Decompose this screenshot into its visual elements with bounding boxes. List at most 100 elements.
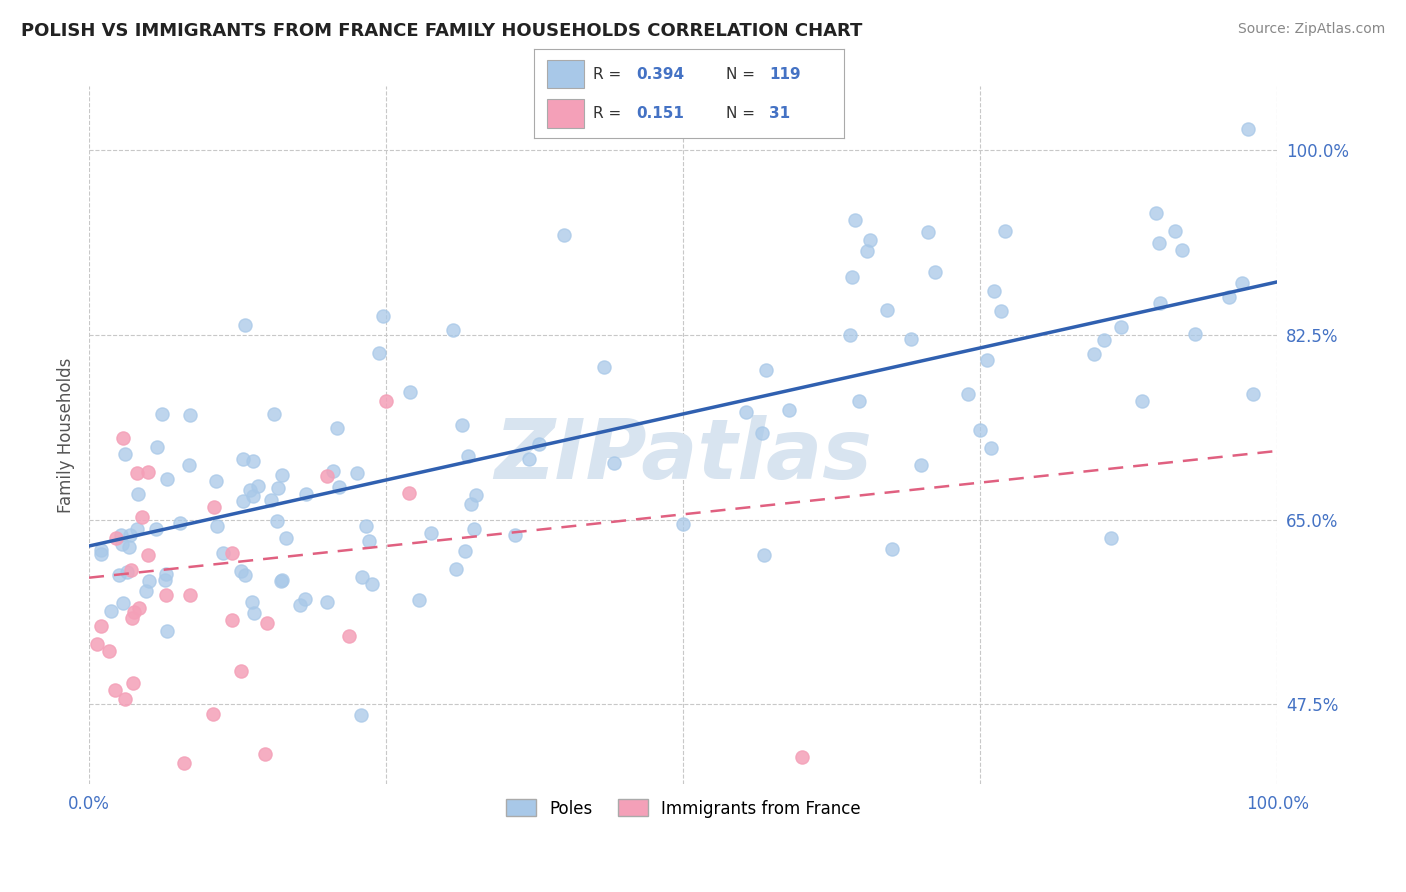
Point (233, 318, 256, 332)
Text: POLISH VS IMMIGRANTS FROM FRANCE FAMILY HOUSEHOLDS CORRELATION CHART: POLISH VS IMMIGRANTS FROM FRANCE FAMILY … (21, 22, 862, 40)
Point (179, 458, 201, 472)
Point (856, 244, 879, 259)
Point (239, 483, 262, 497)
Point (135, 583, 157, 598)
Point (464, 488, 486, 502)
Point (735, 405, 758, 419)
Point (917, 225, 939, 239)
Point (294, 592, 316, 607)
Point (242, 489, 264, 503)
Point (1109, 320, 1132, 334)
Point (398, 384, 420, 399)
Point (322, 464, 344, 478)
Point (503, 527, 526, 541)
Point (357, 533, 380, 548)
Point (900, 333, 922, 347)
Point (876, 302, 898, 317)
Text: N =: N = (725, 67, 759, 81)
Point (398, 485, 420, 500)
Point (844, 213, 866, 227)
Point (994, 224, 1017, 238)
Point (1099, 531, 1122, 545)
Point (121, 676, 143, 690)
Point (104, 682, 127, 697)
Point (128, 601, 150, 615)
Point (1241, 387, 1264, 401)
Point (956, 386, 979, 401)
Point (90, 547, 112, 561)
Text: 0.151: 0.151 (637, 106, 685, 120)
Point (110, 528, 132, 542)
Point (294, 486, 316, 500)
Point (527, 437, 550, 451)
Point (127, 522, 149, 536)
Point (274, 531, 297, 545)
Point (114, 447, 136, 461)
Point (838, 328, 860, 343)
Point (221, 613, 243, 627)
Point (263, 407, 285, 421)
Point (778, 402, 800, 417)
Point (212, 546, 235, 560)
Text: 119: 119 (769, 67, 801, 81)
Point (145, 522, 167, 536)
Point (229, 564, 252, 578)
Point (517, 452, 540, 467)
Point (242, 454, 264, 468)
Point (202, 707, 225, 722)
Point (1164, 223, 1187, 237)
Point (240, 595, 263, 609)
Point (155, 588, 177, 602)
Text: R =: R = (593, 67, 626, 81)
Point (1170, 244, 1192, 258)
Point (337, 629, 360, 643)
Point (117, 565, 139, 579)
Point (924, 265, 946, 279)
Point (290, 598, 312, 612)
Point (204, 474, 226, 488)
Point (980, 441, 1002, 455)
Point (990, 304, 1012, 318)
Point (367, 345, 389, 359)
Point (457, 449, 479, 463)
Point (232, 494, 254, 508)
Point (125, 466, 148, 480)
Text: N =: N = (725, 106, 759, 120)
Point (232, 451, 254, 466)
Text: 31: 31 (769, 106, 790, 120)
Point (229, 664, 252, 678)
Point (155, 567, 177, 582)
Point (271, 468, 294, 483)
Point (266, 515, 288, 529)
Point (420, 526, 443, 541)
Point (315, 469, 337, 483)
Point (755, 363, 778, 377)
Point (138, 574, 160, 588)
Point (179, 409, 201, 423)
Point (754, 548, 776, 562)
Point (859, 233, 882, 247)
Point (371, 309, 394, 323)
Text: 0.394: 0.394 (637, 67, 685, 81)
Point (454, 543, 477, 558)
Point (233, 568, 256, 582)
Point (136, 548, 159, 562)
Point (138, 465, 160, 479)
Point (202, 500, 225, 515)
Point (346, 467, 368, 481)
Point (350, 570, 373, 584)
Point (173, 756, 195, 770)
Point (751, 426, 773, 441)
Point (672, 516, 695, 531)
Point (90, 543, 112, 558)
Point (1092, 333, 1115, 347)
Point (316, 595, 339, 609)
Point (246, 478, 269, 492)
Point (976, 353, 998, 368)
Point (356, 519, 378, 533)
Point (270, 574, 292, 588)
Point (107, 568, 129, 582)
Point (111, 431, 134, 445)
FancyBboxPatch shape (547, 60, 583, 88)
Point (326, 421, 349, 435)
